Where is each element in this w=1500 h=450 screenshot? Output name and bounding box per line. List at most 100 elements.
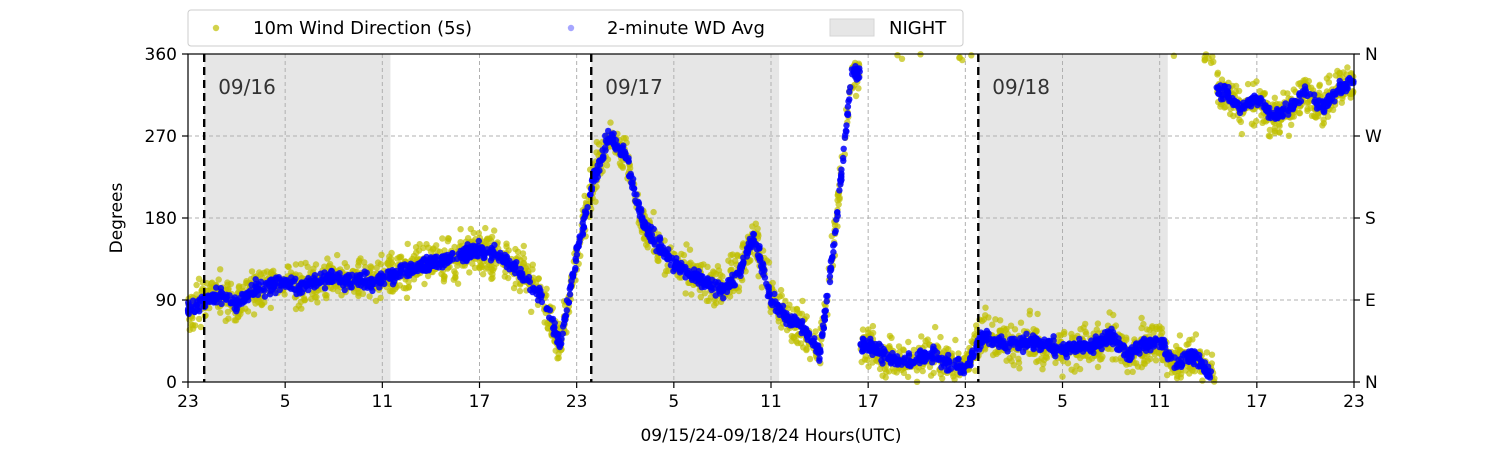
wd-avg-point: [1019, 348, 1027, 356]
wind-direction-point: [425, 244, 432, 251]
wd-avg-point: [1112, 337, 1119, 345]
wind-direction-point: [450, 276, 457, 283]
wind-direction-point: [440, 272, 448, 280]
wd-avg-point: [474, 253, 482, 260]
wd-avg-point: [878, 357, 885, 364]
wind-direction-point: [861, 356, 869, 363]
wd-avg-point: [1070, 347, 1078, 354]
wind-direction-point: [505, 274, 512, 282]
wind-direction-point: [528, 308, 535, 315]
wind-direction-point: [1052, 359, 1059, 367]
wd-avg-point: [1101, 329, 1109, 336]
wd-avg-point: [627, 170, 634, 178]
wind-direction-point: [1344, 64, 1351, 71]
wind-direction-point: [410, 276, 418, 283]
wd-avg-point: [650, 239, 657, 246]
wd-avg-point: [1121, 344, 1128, 351]
wind-direction-point: [1061, 328, 1068, 336]
wd-avg-point: [260, 285, 267, 293]
wind-direction-point: [479, 271, 487, 278]
x-tick-label: 17: [469, 392, 491, 412]
wd-avg-point: [217, 284, 225, 292]
wind-direction-point: [1265, 132, 1273, 140]
wd-avg-point: [824, 292, 831, 300]
wind-direction-point: [505, 247, 512, 254]
wd-avg-point: [470, 242, 477, 249]
wd-avg-point: [571, 266, 579, 274]
wd-avg-point: [763, 280, 770, 287]
wd-avg-point: [1081, 343, 1089, 350]
wind-direction-point: [812, 328, 819, 335]
legend-label: NIGHT: [889, 18, 947, 39]
legend-night-swatch: [829, 18, 875, 37]
wind-direction-point: [922, 337, 929, 345]
wd-avg-point: [573, 246, 581, 253]
wind-direction-point: [1284, 90, 1291, 97]
wind-direction-point: [1150, 329, 1157, 336]
wind-direction-point: [749, 223, 756, 230]
wd-avg-point: [348, 284, 355, 291]
wind-direction-point: [1010, 352, 1017, 359]
wd-avg-point: [1185, 348, 1193, 355]
wd-avg-point: [388, 274, 396, 282]
wd-avg-point: [1079, 348, 1087, 355]
wd-avg-point: [1137, 339, 1145, 346]
wind-direction-point: [607, 119, 614, 126]
wind-direction-point: [1214, 69, 1222, 77]
wind-direction-point: [1227, 110, 1234, 118]
wd-avg-point: [764, 292, 772, 300]
wind-direction-point: [1304, 105, 1311, 113]
wind-direction-point: [665, 267, 672, 274]
wd-avg-point: [804, 336, 811, 343]
wd-avg-point: [844, 111, 851, 118]
x-tick-label: 5: [668, 392, 679, 412]
wd-avg-point: [773, 304, 780, 311]
date-marker-label: 09/17: [605, 75, 663, 99]
wind-direction-point: [1285, 132, 1293, 139]
wind-direction-point: [1085, 356, 1093, 364]
x-tick-label: 17: [1246, 392, 1268, 412]
wind-direction-point: [267, 304, 274, 312]
wind-direction-point: [367, 263, 374, 270]
wd-avg-point: [525, 273, 533, 281]
compass-label: N: [1365, 373, 1378, 393]
wd-avg-point: [833, 216, 840, 223]
wind-direction-point: [778, 324, 785, 331]
wind-direction-point: [529, 261, 536, 268]
x-axis-label: 09/15/24-09/18/24 Hours(UTC): [640, 426, 901, 446]
wind-direction-point: [377, 294, 384, 302]
wind-direction-point: [956, 54, 963, 62]
wd-avg-point: [478, 244, 485, 251]
wd-avg-point: [629, 181, 636, 188]
wd-avg-point: [580, 215, 587, 223]
wind-direction-point: [334, 287, 341, 295]
wd-avg-point: [213, 294, 220, 301]
wind-direction-point: [1129, 368, 1136, 375]
wd-avg-point: [594, 162, 601, 169]
wind-direction-point: [1308, 112, 1316, 120]
wd-avg-point: [1280, 105, 1287, 112]
wind-direction-point: [1320, 116, 1327, 123]
wd-avg-point: [704, 276, 711, 283]
wind-direction-point: [1253, 117, 1260, 125]
wind-direction-point: [806, 355, 814, 363]
wd-avg-point: [1259, 98, 1267, 105]
legend-label: 2-minute WD Avg: [607, 18, 765, 39]
wd-avg-point: [420, 256, 427, 263]
wd-avg-point: [218, 300, 225, 308]
wind-direction-point: [945, 346, 952, 353]
wd-avg-point: [639, 216, 646, 223]
wind-direction-point: [256, 269, 263, 276]
wind-direction-point: [292, 305, 300, 313]
date-marker-label: 09/18: [992, 75, 1050, 99]
wind-direction-point: [440, 278, 448, 285]
wd-avg-point: [1301, 90, 1308, 97]
wind-direction-point: [324, 255, 331, 262]
wind-direction-point: [1008, 358, 1015, 365]
wd-avg-point: [537, 287, 544, 294]
wd-avg-point: [1325, 95, 1333, 103]
wind-direction-point: [1073, 362, 1080, 370]
wind-direction-point: [650, 208, 657, 216]
wd-avg-point: [363, 279, 370, 286]
